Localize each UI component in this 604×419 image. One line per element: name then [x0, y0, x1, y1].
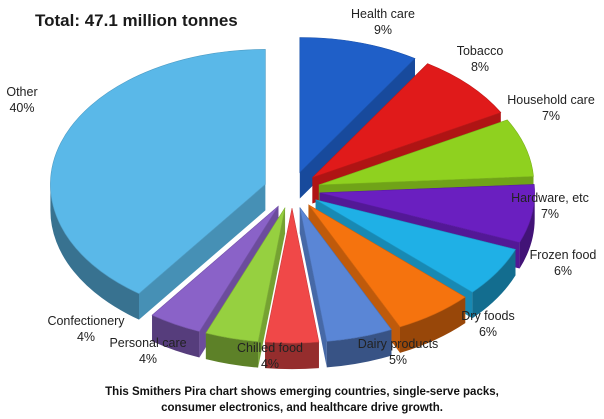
- slice-top: [264, 208, 320, 344]
- slice-label-other: Other 40%: [6, 85, 37, 115]
- slice-other: [50, 49, 266, 320]
- slice-top: [299, 37, 416, 174]
- slice-label-dry-foods: Dry foods 6%: [461, 309, 515, 339]
- slice-label-household-care: Household care 7%: [507, 93, 595, 123]
- slice-labels: Health care 9% Tobacco 8%Household care 7% Ha…: [6, 7, 596, 371]
- slice-cut-face: [139, 184, 266, 320]
- chart-caption: This Smithers Pira chart shows emerging …: [105, 386, 499, 414]
- slice-top: [299, 207, 392, 342]
- slice-label-tobacco: Tobacco 8%: [457, 44, 504, 74]
- slice-top: [319, 184, 535, 243]
- slice-top: [151, 205, 279, 332]
- slice-label-personal-care: Personal care 4%: [109, 336, 186, 366]
- slice-label-dairy-products: Dairy products 5%: [358, 337, 439, 367]
- slice-rim: [205, 333, 259, 368]
- slice-top: [50, 49, 266, 294]
- slice-label-health-care: Health care 9%: [351, 7, 415, 37]
- slice-top: [318, 119, 534, 186]
- pie-slices: [50, 37, 535, 370]
- slice-rim: [472, 249, 516, 319]
- caption-line-2: consumer electronics, and healthcare dri…: [161, 402, 443, 414]
- slice-rim: [50, 184, 139, 320]
- slice-rim: [400, 297, 466, 353]
- slice-top: [205, 207, 286, 342]
- slice-label-chilled-food: Chilled food 4%: [237, 341, 303, 371]
- slice-chilled-food: [264, 208, 320, 370]
- slice-rim: [519, 192, 535, 269]
- slice-cut-face: [299, 207, 327, 368]
- slice-dairy-products: [299, 207, 392, 368]
- slice-cut-face: [258, 207, 286, 368]
- slice-top: [312, 63, 502, 178]
- slice-rim: [326, 329, 392, 368]
- slice-top: [315, 199, 516, 293]
- slice-label-hardware-etc: Hardware, etc 7%: [511, 191, 589, 221]
- slice-label-confectionery: Confectionery 4%: [47, 314, 125, 344]
- chart-title: Total: 47.1 million tonnes: [35, 11, 238, 30]
- slice-top: [308, 204, 466, 328]
- slice-personal-care: [205, 207, 286, 368]
- slice-label-frozen-food: Frozen food 6%: [530, 248, 597, 278]
- slice-rim: [265, 342, 319, 370]
- slice-rim: [152, 315, 200, 358]
- caption-line-1: This Smithers Pira chart shows emerging …: [105, 386, 499, 398]
